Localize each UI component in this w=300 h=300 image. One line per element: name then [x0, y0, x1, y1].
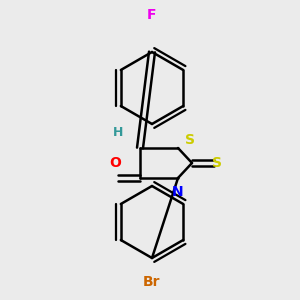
- Text: Br: Br: [143, 275, 161, 289]
- Text: S: S: [212, 156, 222, 170]
- Text: H: H: [113, 127, 123, 140]
- Text: F: F: [147, 8, 157, 22]
- Text: N: N: [172, 185, 184, 199]
- Text: S: S: [185, 133, 195, 147]
- Text: O: O: [109, 156, 121, 170]
